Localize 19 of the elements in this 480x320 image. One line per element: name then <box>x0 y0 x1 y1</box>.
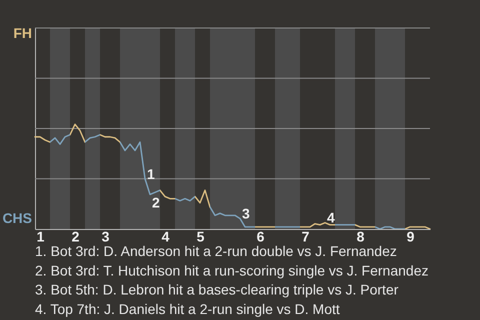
x-tick-label: 6 <box>256 228 265 244</box>
x-tick-label: 1 <box>36 228 45 244</box>
annotation: 4 <box>327 210 335 226</box>
x-tick-label: 3 <box>102 228 110 244</box>
text: FH <box>13 25 32 41</box>
text: CHS <box>2 210 32 226</box>
annotation: 3 <box>242 206 250 222</box>
annotation: 1 <box>147 166 155 182</box>
x-tick-label: 9 <box>406 228 415 244</box>
x-tick-label: 7 <box>302 228 310 244</box>
text: 1. Bot 3rd: D. Anderson hit a 2-run double vs J. Fernandez <box>35 243 397 259</box>
x-tick-label: 4 <box>162 228 170 244</box>
x-tick-label: 2 <box>72 228 80 244</box>
annotation: 2 <box>152 194 160 210</box>
text: 2. Bot 3rd: T. Hutchison hit a run-scoring single vs J. Fernandez <box>35 262 428 278</box>
text: 4. Top 7th: J. Daniels hit a 2-run single vs D. Mott <box>35 300 340 317</box>
x-tick-label: 8 <box>356 228 365 244</box>
text: 3. Bot 5th: D. Lebron hit a bases-clearing triple vs J. Porter <box>35 282 399 298</box>
x-tick-label: 5 <box>196 228 205 244</box>
